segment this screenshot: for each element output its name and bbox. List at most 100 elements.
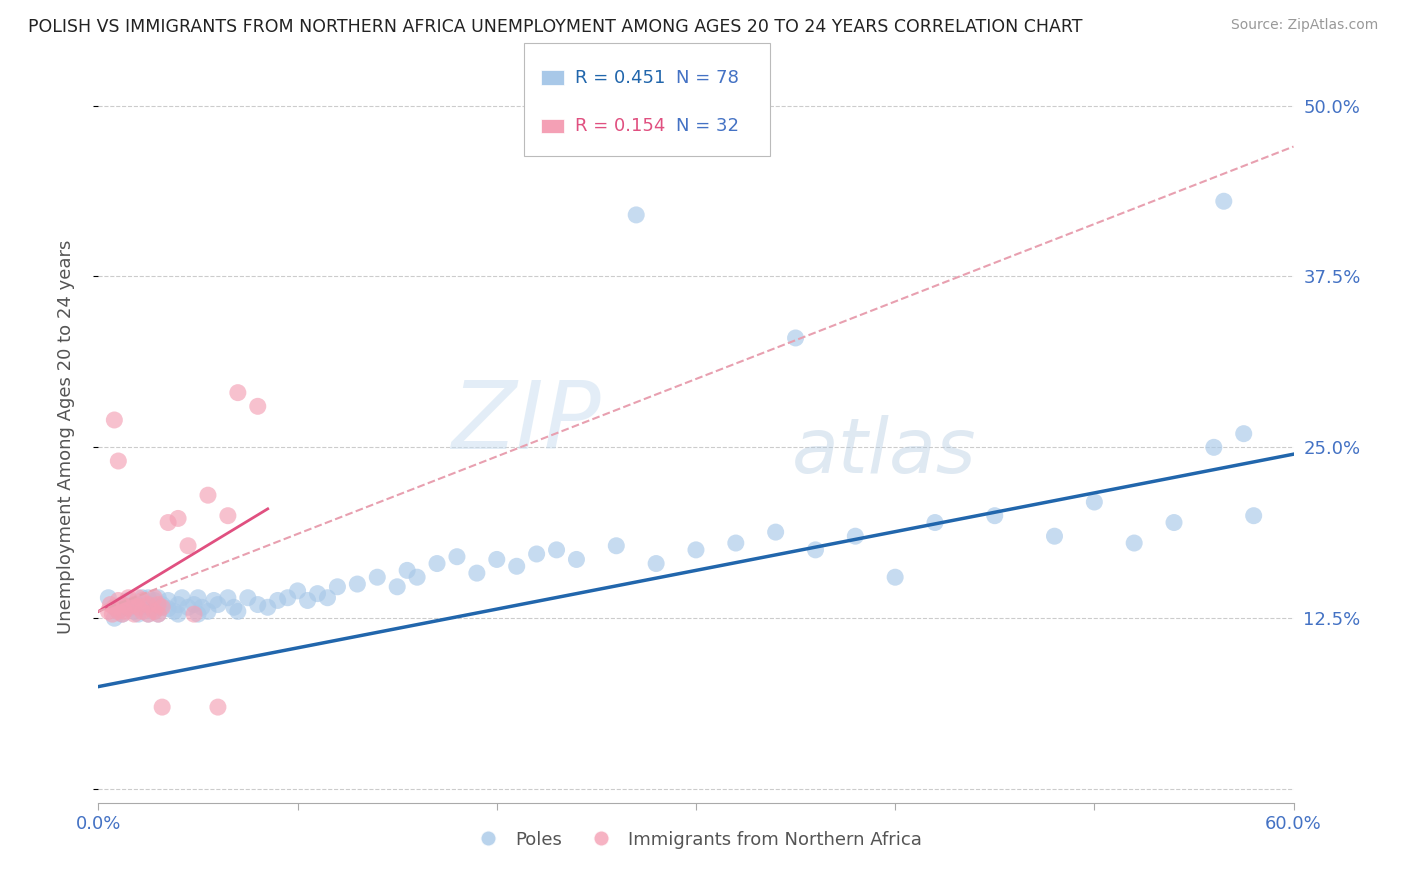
Point	[485, 552, 508, 566]
Point	[117, 601, 139, 615]
Point	[124, 598, 146, 612]
Point	[127, 600, 149, 615]
Point	[1163, 516, 1185, 530]
Text: N = 32: N = 32	[676, 117, 740, 135]
Point	[124, 607, 146, 621]
Point	[103, 600, 125, 615]
Point	[124, 598, 146, 612]
Point	[924, 516, 946, 530]
Point	[103, 413, 125, 427]
Point	[426, 557, 449, 571]
Point	[765, 525, 787, 540]
Point	[112, 604, 135, 618]
Legend: Poles, Immigrants from Northern Africa: Poles, Immigrants from Northern Africa	[463, 823, 929, 856]
Point	[366, 570, 388, 584]
Point	[148, 600, 170, 615]
Point	[277, 591, 299, 605]
Point	[1123, 536, 1146, 550]
Point	[131, 604, 153, 618]
Point	[172, 591, 194, 605]
Point	[177, 539, 200, 553]
Point	[127, 591, 149, 605]
Point	[167, 511, 190, 525]
Point	[167, 607, 190, 621]
Point	[396, 563, 419, 577]
Point	[267, 593, 290, 607]
Point	[107, 604, 129, 618]
Point	[148, 598, 170, 612]
Point	[546, 542, 568, 557]
Point	[163, 604, 186, 618]
Point	[117, 600, 139, 615]
Point	[97, 604, 120, 618]
Point	[187, 607, 209, 621]
Point	[1243, 508, 1265, 523]
Point	[465, 566, 488, 581]
Point	[605, 539, 627, 553]
Point	[506, 559, 529, 574]
Point	[446, 549, 468, 564]
Point	[111, 607, 134, 621]
Text: atlas: atlas	[792, 415, 976, 489]
Point	[226, 385, 249, 400]
Point	[127, 598, 149, 612]
Point	[307, 586, 329, 600]
Point	[197, 604, 219, 618]
Point	[117, 593, 139, 607]
Point	[136, 607, 159, 621]
Point	[111, 607, 134, 621]
Point	[183, 598, 205, 612]
Point	[246, 400, 269, 414]
Point	[127, 607, 149, 621]
Point	[1233, 426, 1256, 441]
Point	[136, 598, 159, 612]
Point	[191, 600, 214, 615]
Point	[346, 577, 368, 591]
Text: ZIP: ZIP	[451, 377, 600, 468]
Point	[103, 611, 125, 625]
Point	[97, 591, 120, 605]
Point	[207, 700, 229, 714]
Text: Source: ZipAtlas.com: Source: ZipAtlas.com	[1230, 18, 1378, 32]
Point	[101, 607, 124, 621]
Point	[685, 542, 707, 557]
Point	[157, 601, 180, 615]
Point	[148, 607, 170, 621]
Point	[287, 583, 309, 598]
Point	[107, 593, 129, 607]
Point	[143, 591, 166, 605]
Point	[150, 700, 173, 714]
Point	[222, 600, 245, 615]
Point	[131, 593, 153, 607]
Point	[406, 570, 429, 584]
Y-axis label: Unemployment Among Ages 20 to 24 years: Unemployment Among Ages 20 to 24 years	[56, 240, 75, 634]
Point	[316, 591, 339, 605]
Point	[785, 331, 807, 345]
Point	[884, 570, 907, 584]
Point	[217, 591, 239, 605]
Point	[143, 604, 166, 618]
Point	[136, 607, 159, 621]
Point	[107, 604, 129, 618]
Point	[111, 598, 134, 612]
Point	[143, 604, 166, 618]
Text: POLISH VS IMMIGRANTS FROM NORTHERN AFRICA UNEMPLOYMENT AMONG AGES 20 TO 24 YEARS: POLISH VS IMMIGRANTS FROM NORTHERN AFRIC…	[28, 18, 1083, 36]
Point	[526, 547, 548, 561]
Point	[256, 600, 278, 615]
Point	[246, 598, 269, 612]
Point	[131, 600, 153, 615]
Point	[148, 607, 170, 621]
Point	[226, 604, 249, 618]
Point	[187, 591, 209, 605]
Point	[197, 488, 219, 502]
Point	[804, 542, 827, 557]
Point	[143, 593, 166, 607]
Point	[117, 591, 139, 605]
Point	[150, 600, 173, 615]
Point	[202, 593, 225, 607]
Point	[984, 508, 1007, 523]
Point	[297, 593, 319, 607]
Point	[157, 516, 180, 530]
Point	[236, 591, 259, 605]
Point	[131, 591, 153, 605]
